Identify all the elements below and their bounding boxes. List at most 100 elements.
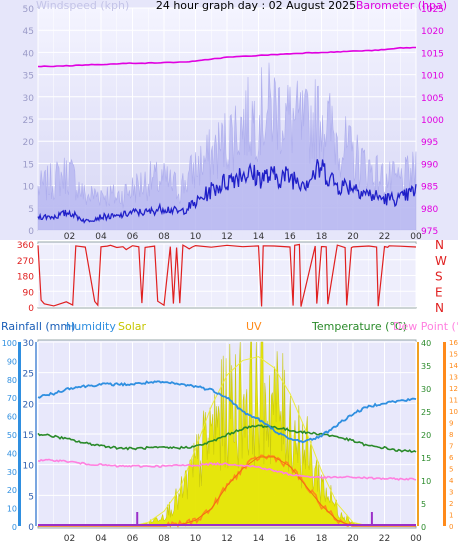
temp-tick-label: 25 [421,408,431,417]
windspeed-line [37,159,417,224]
top-x-tick-label: 20 [347,232,359,242]
humidity-tick-label: 0 [12,523,17,532]
wind-tick-label: 25 [23,116,34,126]
baro-tick-label: 1015 [421,49,444,59]
bottom-x-tick-label: 16 [284,534,296,544]
legend-uv: UV [246,320,262,333]
legend-temperature: Temperature (°C) [311,320,407,333]
rain-axis-bar [35,342,37,526]
barometer-axis-label: Barometer (hpa) [356,0,447,12]
rain-tick-label: 10 [23,462,35,472]
temperature-line [37,424,417,453]
top-x-tick-label: 12 [221,232,232,242]
wind-tick-label: 40 [23,49,35,59]
temp-tick-label: 5 [421,500,426,509]
bottom-x-tick-label: 20 [347,534,359,544]
windspeed-axis-label: Windspeed (kph) [36,0,129,12]
temperature-layer [37,424,417,453]
compass-label: E [435,285,443,299]
bottom-x-tick-label: 00 [410,534,422,544]
uv-tick-label: 7 [449,443,453,451]
top-x-tick-label: 08 [158,232,170,242]
rain-tick-label: 20 [23,400,35,410]
wind-tick-label: 0 [28,227,34,237]
chart-title: 24 hour graph day : 02 August 2025 [156,0,356,12]
humidity-axis-bar [18,342,21,526]
uv-tick-label: 5 [449,466,453,474]
legend-humidity: Humidity [66,320,116,333]
barometer-layer [37,46,416,68]
dewpoint-line [37,458,417,481]
baro-tick-label: 985 [421,183,438,193]
dir-tick-label: 360 [17,241,34,251]
humidity-tick-label: 80 [7,376,17,385]
legend-solar: Solar [118,320,147,333]
baro-tick-label: 980 [421,205,438,215]
humidity-tick-label: 40 [7,449,17,458]
dir-tick-label: 180 [17,273,34,283]
uv-tick-label: 1 [449,512,453,520]
rain-layer [38,512,416,526]
gust-layer [37,62,417,231]
humidity-tick-label: 90 [7,357,17,366]
wind-tick-label: 15 [23,160,34,170]
humidity-line [37,380,417,444]
temp-tick-label: 35 [421,362,431,371]
top-x-tick-label: 18 [316,232,328,242]
dir-tick-label: 90 [23,288,35,298]
temp-tick-label: 30 [421,385,431,394]
uv-tick-label: 8 [449,431,453,439]
legend-dewpoint: Dew Point (°C) [393,320,458,333]
dewpoint-layer [37,458,417,481]
wind-tick-label: 30 [23,94,35,104]
baro-tick-label: 995 [421,138,438,148]
rain-tick-label: 30 [23,339,35,349]
wind-tick-label: 50 [23,5,35,15]
dir-tick-label: 0 [28,304,34,314]
top-x-tick-label: 00 [410,232,422,242]
bottom-tick-labels: 0102030405060708090100051015202530051015… [2,339,458,544]
bottom-x-tick-label: 06 [127,534,139,544]
wind-tick-label: 5 [28,205,34,215]
humidity-tick-label: 60 [7,413,17,422]
wind-tick-label: 10 [23,183,35,193]
uv-tick-label: 10 [449,408,458,416]
temp-tick-label: 10 [421,477,431,486]
uv-tick-label: 2 [449,500,453,508]
top-tick-labels: 0510152025303540455097598098599099510001… [23,5,445,242]
barometer-line [37,46,416,68]
bottom-x-tick-label: 14 [253,534,265,544]
bottom-x-tick-label: 02 [64,534,75,544]
gust-area [37,62,417,231]
temp-axis-bar [417,342,419,526]
baro-tick-label: 1010 [421,72,444,82]
compass-label: N [435,238,444,252]
top-x-tick-label: 06 [127,232,139,242]
uv-tick-label: 12 [449,385,458,393]
bottom-x-tick-label: 04 [95,534,107,544]
baro-tick-label: 1005 [421,94,444,104]
humidity-layer [37,380,417,444]
bottom-x-tick-label: 10 [190,534,202,544]
humidity-tick-label: 10 [7,505,17,514]
windspeed-layer [37,159,417,224]
compass-label: N [435,301,444,315]
baro-tick-label: 1020 [421,27,444,37]
temp-tick-label: 15 [421,454,431,463]
uv-axis-bar [443,342,446,526]
rain-tick-label: 0 [28,523,34,533]
top-x-tick-label: 14 [253,232,265,242]
uv-tick-label: 3 [449,489,453,497]
direction-layer [37,243,417,307]
uv-tick-label: 11 [449,397,458,405]
uv-tick-label: 0 [449,523,453,531]
bottom-x-tick-label: 08 [158,534,170,544]
legend-rainfall: Rainfall (mm) [1,320,75,333]
baro-tick-label: 1000 [421,116,444,126]
temp-tick-label: 40 [421,339,431,348]
humidity-tick-label: 20 [7,486,17,495]
top-x-tick-label: 22 [379,232,390,242]
humidity-tick-label: 50 [7,431,17,440]
